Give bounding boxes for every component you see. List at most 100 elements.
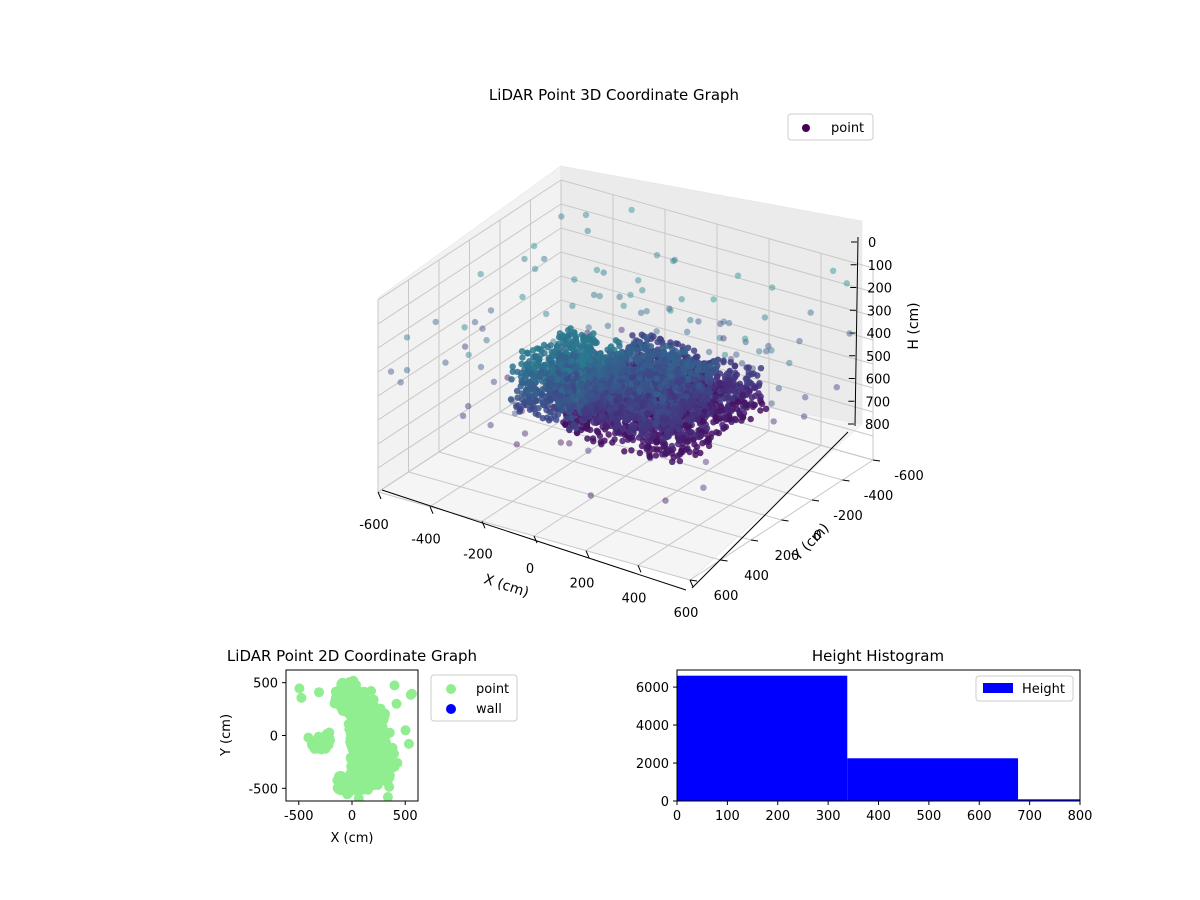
point-3d [609,439,616,446]
point-3d [662,389,669,396]
point-2d [403,738,414,749]
point-3d [720,318,727,325]
point-3d [594,393,601,401]
point-3d [521,255,528,263]
point-3d [672,384,679,391]
point-3d [622,410,629,418]
point-3d [556,360,564,367]
point-3d [621,448,628,455]
point-3d [807,309,814,316]
point-3d [548,375,556,382]
point-3d [625,390,633,397]
point-3d [397,379,404,386]
point-3d [563,403,571,410]
point-3d [697,432,705,439]
point-3d [669,458,676,465]
legend-histogram-swatch [983,683,1013,693]
point-3d [599,370,607,378]
point-3d [570,346,577,353]
point-3d [524,397,532,404]
point-3d [754,372,761,379]
point-3d [620,302,627,309]
point-3d [721,351,729,359]
point-3d [630,425,638,432]
point-3d [596,292,603,300]
point-3d [613,423,621,430]
point-2d [330,686,341,697]
point-3d [529,347,537,354]
point-2d [314,687,324,698]
legend-3d-box [787,113,874,141]
point-3d [604,358,611,365]
point-3d [723,370,731,378]
point-2d [346,766,357,777]
point-3d [587,374,594,381]
point-3d [678,296,685,303]
point-3d [532,362,539,370]
point-3d [571,362,578,370]
point-3d [565,332,572,339]
point-3d [572,370,580,378]
point-3d [543,310,550,318]
point-2d [346,753,356,764]
point-2d [373,712,384,722]
point-3d [545,382,552,389]
point-3d [563,344,570,351]
x-tick-label: -400 [411,533,441,548]
z-tick-label: 100 [868,259,893,274]
point-3d [700,484,707,491]
x-tick [585,550,590,558]
point-3d [707,362,714,369]
point-3d [578,426,585,434]
point-2d [368,694,379,705]
point-3d [531,265,539,273]
y-tick [872,459,881,462]
point-3d [669,345,676,352]
point-2d [370,772,381,783]
point-3d [683,393,690,400]
point-3d [602,389,610,397]
x-tick-label: -500 [284,809,314,824]
point-3d [775,385,782,392]
point-3d [584,381,591,388]
point-3d [630,353,638,360]
point-3d [710,368,717,376]
x-tick-label: 400 [622,591,647,606]
point-3d [653,391,660,398]
point-3d [662,417,670,424]
point-3d [636,338,643,346]
point-3d [618,403,626,411]
point-3d [508,376,515,383]
point-3d [519,354,526,361]
point-3d [653,439,660,446]
point-3d [770,418,777,425]
point-3d [571,329,578,337]
histogram-bar [1018,799,1080,801]
point-3d [684,328,691,335]
point-3d [585,324,592,331]
point-3d [545,354,553,361]
point-3d [558,386,565,394]
point-2d [385,764,395,775]
point-2d [346,778,357,789]
point-3d [644,392,651,399]
point-3d [593,266,601,274]
point-3d [660,395,667,403]
x-tick-label: 0 [673,809,681,824]
point-2d [294,683,305,694]
point-3d [734,398,742,406]
point-2d [366,764,377,775]
point-3d [769,284,776,291]
point-3d [715,429,722,437]
point-2d [372,755,383,766]
point-3d [682,422,689,429]
points-2d-group [294,675,417,801]
point-3d [752,392,759,399]
point-3d [558,213,565,220]
point-3d [643,424,650,431]
point-3d [593,427,600,434]
point-3d [471,318,479,326]
point-3d [671,256,678,264]
point-3d [557,354,564,361]
point-3d [580,361,587,368]
